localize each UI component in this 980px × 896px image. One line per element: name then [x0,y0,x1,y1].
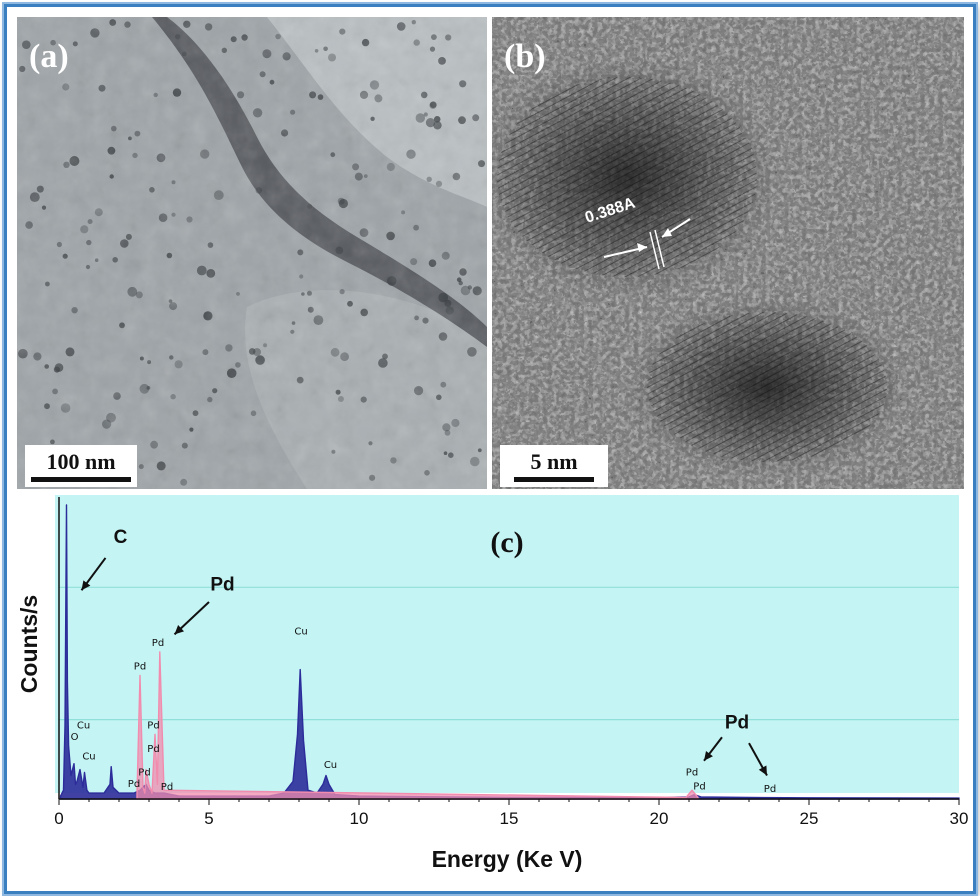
lattice-fringes-upper [497,77,757,277]
x-tick-label: 30 [950,809,969,828]
lattice-arrowhead-right [662,228,672,237]
x-axis-title: Energy (Ke V) [432,846,583,872]
peak-label: Pd [764,784,776,795]
peak-label: Pd [134,662,146,673]
fringe-marker-2 [654,229,665,268]
peak-label: Pd [686,768,698,779]
panel-a-scale-bar [31,477,131,482]
panel-b-scale-bar [514,477,594,482]
fringe-marker-1 [649,231,660,270]
peak-label: O [71,732,79,743]
panel-a-noise [17,17,487,489]
x-tick-label: 25 [800,809,819,828]
element-callout: C [114,527,128,548]
y-axis-title: Counts/s [16,595,42,693]
tem-micrograph-panel-a: (a) 100 nm [17,17,487,489]
x-axis: 0 5 10 15 20 25 30 [54,497,968,828]
callout-arrowhead [704,751,713,761]
x-tick-label: 15 [500,809,519,828]
panel-b-scale-label: 5 nm [530,449,577,474]
spectrum-series [59,504,960,800]
peak-label: Pd [147,720,159,731]
element-callouts: C Pd Pd [80,527,768,776]
peak-label: Pd [152,638,164,649]
panel-c-label: (c) [490,526,523,559]
peak-label: Cu [82,751,95,762]
x-tick-label: 20 [650,809,669,828]
peak-label: Pd [693,781,705,792]
figure-canvas: (a) 100 nm 0.388A (b) 5 nm [16,17,968,872]
peak-label: Cu [324,760,337,771]
panel-a-scale-label: 100 nm [46,449,115,474]
spectrum-series-2 [136,651,699,800]
element-callout: Pd [725,712,749,733]
peak-label: Pd [128,779,140,790]
plot-area [55,495,959,793]
x-tick-label: 0 [54,809,63,828]
panel-b-label: (b) [504,38,546,75]
x-tick-label: 5 [204,809,213,828]
element-callout: Pd [210,574,234,595]
lattice-fringes-lower [647,312,887,462]
callout-arrowhead [758,765,767,776]
peak-label: Cu [294,626,307,637]
gridlines [59,586,959,721]
lattice-arrowhead-left [637,243,647,252]
peak-label: Cu [77,720,90,731]
callout-arrowhead [174,625,184,635]
x-tick-label: 10 [350,809,369,828]
peak-label: Pd [147,744,159,755]
panel-a-label: (a) [29,38,69,75]
peak-label: Pd [161,782,173,793]
callout-arrowhead [81,580,91,591]
figure-frame: (a) 100 nm 0.388A (b) 5 nm [4,4,976,894]
peak-label: Pd [138,768,150,779]
hrtem-micrograph-panel-b: 0.388A (b) 5 nm [492,17,964,489]
